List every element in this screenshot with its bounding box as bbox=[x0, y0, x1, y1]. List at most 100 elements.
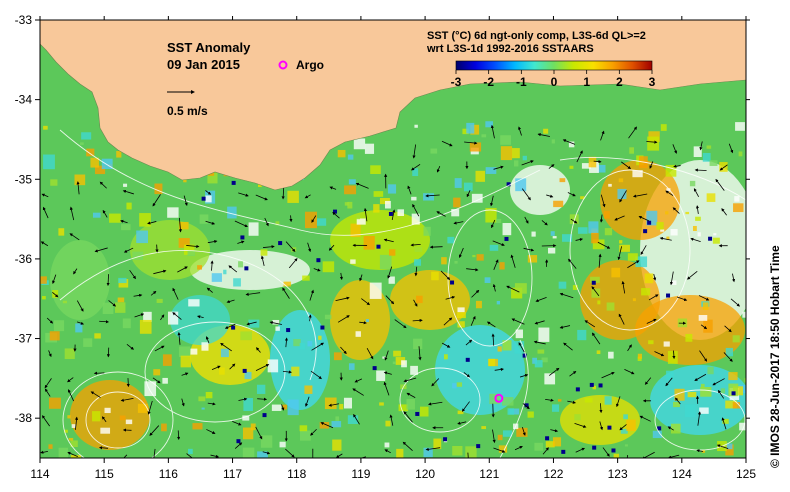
cold-pixel bbox=[278, 241, 283, 246]
velocity-arrow bbox=[568, 258, 577, 269]
anomaly-pixel bbox=[412, 168, 419, 177]
anomaly-pixel bbox=[515, 329, 523, 339]
velocity-arrow bbox=[329, 186, 337, 190]
velocity-arrow bbox=[644, 377, 652, 385]
velocity-arrow bbox=[153, 269, 167, 275]
anomaly-pixel bbox=[227, 206, 237, 219]
anomaly-pixel bbox=[475, 170, 485, 182]
anomaly-pixel bbox=[646, 210, 658, 226]
velocity-arrow bbox=[178, 217, 182, 233]
velocity-arrow bbox=[246, 321, 257, 326]
anomaly-pixel bbox=[353, 138, 366, 150]
cold-pixel bbox=[545, 436, 550, 441]
anomaly-pixel bbox=[307, 341, 313, 347]
velocity-arrow bbox=[90, 391, 101, 398]
velocity-arrow bbox=[207, 402, 216, 406]
anomaly-pixel bbox=[398, 404, 409, 412]
cold-pixel bbox=[376, 244, 381, 249]
velocity-arrow bbox=[698, 295, 710, 301]
velocity-arrow bbox=[281, 404, 285, 411]
anomaly-pixel bbox=[370, 165, 381, 174]
velocity-arrow bbox=[545, 398, 554, 402]
anomaly-pixel bbox=[211, 273, 222, 282]
velocity-arrow bbox=[234, 220, 248, 228]
anomaly-pixel bbox=[457, 410, 464, 415]
velocity-arrow bbox=[591, 286, 600, 297]
anomaly-pixel bbox=[660, 229, 665, 232]
anomaly-pixel bbox=[299, 425, 308, 432]
velocity-arrow bbox=[340, 346, 347, 355]
velocity-arrow bbox=[728, 143, 734, 154]
velocity-arrow bbox=[659, 236, 672, 241]
velocity-arrow bbox=[120, 219, 128, 224]
y-tick-label: -37 bbox=[15, 332, 33, 346]
velocity-arrow bbox=[672, 207, 680, 214]
anomaly-pixel bbox=[447, 236, 455, 244]
velocity-arrow bbox=[220, 342, 232, 352]
velocity-arrow bbox=[627, 260, 640, 269]
anomaly-pixel bbox=[462, 128, 469, 135]
x-tick-label: 114 bbox=[30, 467, 49, 481]
anomaly-pixel bbox=[617, 188, 627, 200]
cold-pixel bbox=[575, 387, 580, 392]
anomaly-pixel bbox=[558, 281, 567, 289]
map-title: SST Anomaly bbox=[167, 40, 251, 55]
velocity-arrow bbox=[339, 272, 343, 281]
velocity-arrow bbox=[471, 289, 480, 298]
anomaly-pixel bbox=[220, 348, 229, 358]
anomaly-pixel bbox=[572, 285, 578, 290]
velocity-arrow bbox=[133, 293, 143, 297]
anomaly-pixel bbox=[242, 427, 254, 440]
anomaly-pixel bbox=[373, 191, 384, 197]
cold-pixel bbox=[598, 383, 603, 388]
anomaly-pixel bbox=[689, 180, 696, 187]
anomaly-pixel bbox=[316, 218, 327, 226]
anomaly-pixel bbox=[238, 261, 244, 268]
anomaly-pixel bbox=[481, 134, 487, 138]
y-tick-label: -36 bbox=[15, 252, 33, 266]
velocity-arrow bbox=[284, 337, 289, 348]
velocity-arrow bbox=[52, 274, 57, 284]
cold-pixel bbox=[589, 382, 594, 387]
anomaly-pixel bbox=[497, 434, 503, 441]
anomaly-pixel bbox=[62, 300, 67, 304]
velocity-arrow bbox=[44, 388, 51, 397]
anomaly-pixel bbox=[242, 415, 250, 421]
anomaly-pixel bbox=[457, 321, 465, 328]
velocity-arrow bbox=[337, 315, 350, 323]
anomaly-pixel bbox=[144, 381, 157, 397]
anomaly-pixel bbox=[419, 406, 429, 417]
anomaly-pixel bbox=[183, 244, 195, 255]
anomaly-pixel bbox=[732, 402, 741, 409]
velocity-arrow bbox=[353, 413, 360, 425]
velocity-arrow bbox=[719, 164, 728, 171]
argo-legend-label: Argo bbox=[296, 58, 324, 72]
velocity-arrow bbox=[150, 290, 157, 296]
velocity-arrow bbox=[304, 194, 311, 199]
velocity-arrow bbox=[363, 207, 368, 222]
anomaly-pixel bbox=[574, 414, 581, 421]
anomaly-pixel bbox=[118, 277, 127, 284]
velocity-arrow bbox=[335, 453, 343, 458]
velocity-arrow bbox=[602, 447, 610, 457]
anomaly-pixel bbox=[444, 354, 448, 360]
anomaly-pixel bbox=[515, 178, 527, 192]
anomaly-pixel bbox=[299, 430, 311, 441]
velocity-arrow bbox=[467, 452, 469, 458]
anomaly-pixel bbox=[624, 444, 628, 447]
anomaly-pixel bbox=[205, 195, 212, 203]
colorbar-tick-label: -3 bbox=[451, 75, 462, 89]
anomaly-pixel bbox=[350, 259, 356, 264]
anomaly-pixel bbox=[395, 357, 406, 365]
anomaly-pixel bbox=[725, 347, 734, 357]
velocity-arrow bbox=[597, 241, 611, 249]
anomaly-pixel bbox=[588, 156, 597, 168]
anomaly-pixel bbox=[132, 251, 144, 260]
anomaly-pixel bbox=[121, 224, 131, 231]
velocity-arrow bbox=[335, 296, 350, 302]
anomaly-pixel bbox=[514, 283, 527, 294]
velocity-arrow bbox=[453, 221, 464, 225]
anomaly-pixel bbox=[411, 196, 417, 201]
velocity-arrow bbox=[352, 388, 364, 396]
cold-pixel bbox=[731, 391, 736, 396]
